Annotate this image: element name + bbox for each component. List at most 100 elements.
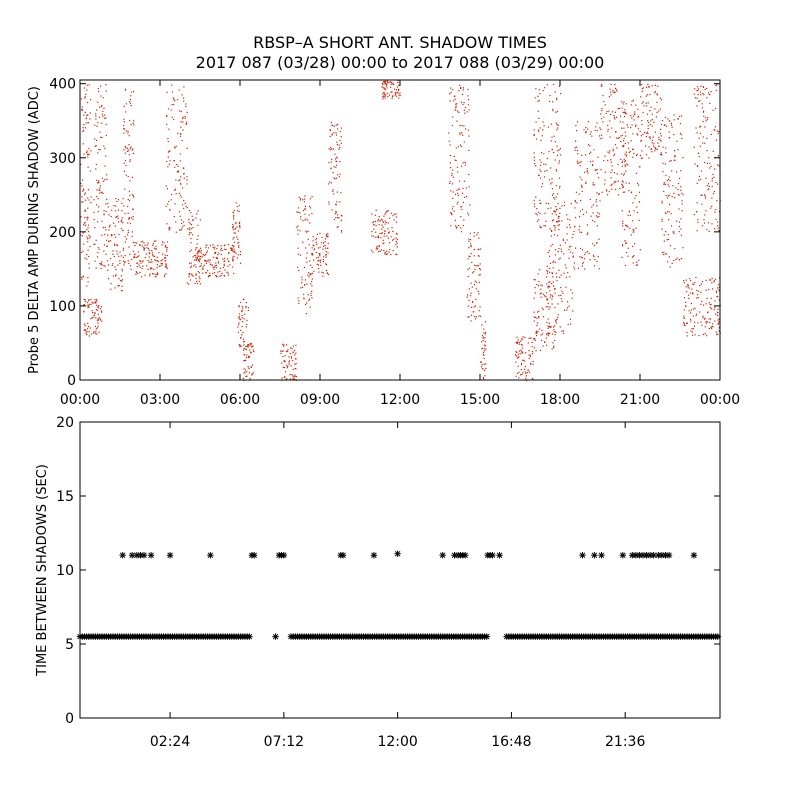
- top-data-point: [186, 111, 188, 113]
- top-data-point: [595, 201, 597, 203]
- top-data-point: [668, 176, 670, 178]
- top-data-point: [530, 337, 532, 339]
- top-data-point: [296, 226, 298, 228]
- top-data-point: [163, 274, 166, 276]
- top-data-point: [232, 246, 235, 248]
- top-data-point: [128, 262, 130, 265]
- top-data-point: [462, 162, 464, 164]
- top-data-point: [341, 215, 343, 217]
- top-data-point: [562, 332, 565, 334]
- top-data-point: [231, 266, 234, 268]
- top-data-point: [624, 111, 626, 113]
- top-data-point: [132, 195, 134, 197]
- top-data-point: [228, 260, 230, 262]
- top-data-point: [521, 339, 523, 341]
- top-data-point: [106, 178, 108, 180]
- top-data-point: [183, 97, 185, 99]
- top-data-point: [556, 98, 558, 101]
- top-data-point: [396, 246, 398, 248]
- top-data-point: [583, 129, 585, 131]
- top-data-point: [86, 150, 88, 152]
- top-data-point: [632, 148, 634, 150]
- top-data-point: [548, 250, 550, 252]
- top-data-point: [118, 278, 120, 280]
- top-data-point: [580, 247, 582, 250]
- top-data-point: [398, 88, 400, 90]
- top-data-point: [692, 293, 694, 295]
- top-data-point: [173, 104, 175, 106]
- top-data-point: [181, 187, 184, 189]
- top-data-point: [311, 285, 313, 287]
- top-data-point: [694, 321, 696, 324]
- top-data-point: [456, 203, 458, 205]
- top-data-point: [711, 185, 713, 188]
- top-data-point: [555, 170, 558, 172]
- top-data-point: [97, 256, 99, 258]
- top-data-point: [650, 120, 652, 122]
- top-data-point: [292, 360, 294, 362]
- top-data-point: [165, 245, 167, 247]
- top-data-point: [624, 191, 626, 193]
- top-data-point: [90, 202, 92, 204]
- top-data-point: [95, 330, 97, 332]
- top-data-point: [467, 275, 469, 278]
- top-data-point: [303, 266, 306, 269]
- top-data-point: [306, 302, 308, 304]
- top-data-point: [694, 97, 696, 99]
- top-data-point: [133, 196, 135, 198]
- top-data-point: [473, 284, 476, 286]
- top-data-point: [477, 265, 479, 267]
- top-data-point: [160, 262, 162, 264]
- top-data-point: [132, 122, 134, 124]
- top-data-point: [534, 162, 536, 165]
- top-data-point: [87, 277, 89, 279]
- top-data-point: [454, 193, 457, 196]
- top-data-point: [533, 297, 535, 299]
- top-data-point: [151, 267, 153, 269]
- top-data-point: [617, 108, 619, 110]
- top-data-point: [484, 369, 486, 371]
- top-data-point: [377, 235, 379, 237]
- top-data-point: [621, 183, 623, 185]
- top-data-point: [123, 118, 125, 120]
- top-data-point: [239, 227, 241, 229]
- top-data-point: [659, 153, 662, 155]
- top-data-point: [305, 257, 307, 259]
- top-data-point: [535, 196, 537, 198]
- top-data-point: [242, 332, 244, 334]
- top-data-point: [171, 116, 173, 118]
- top-data-point: [310, 294, 312, 296]
- top-data-point: [392, 83, 394, 85]
- top-data-point: [646, 131, 648, 133]
- top-data-point: [649, 123, 651, 126]
- top-data-point: [455, 106, 457, 109]
- top-data-point: [554, 198, 556, 200]
- top-data-point: [375, 231, 377, 233]
- top-data-point: [384, 213, 386, 215]
- top-data-point: [632, 99, 634, 101]
- top-data-point: [696, 105, 698, 107]
- top-data-point: [539, 177, 542, 179]
- top-data-point: [168, 200, 170, 203]
- top-data-point: [680, 228, 682, 230]
- top-data-point: [667, 183, 669, 185]
- top-data-point: [668, 211, 670, 213]
- top-data-point: [227, 265, 229, 267]
- top-data-point: [247, 307, 249, 309]
- top-data-point: [107, 269, 109, 271]
- top-data-point: [328, 201, 330, 203]
- top-data-point: [152, 244, 154, 246]
- top-data-point: [661, 119, 664, 122]
- top-data-point: [87, 166, 89, 168]
- top-data-point: [705, 120, 707, 122]
- top-data-point: [159, 265, 161, 267]
- top-data-point: [524, 336, 526, 338]
- top-data-point: [246, 371, 248, 373]
- top-data-point: [215, 267, 217, 269]
- top-data-point: [84, 111, 86, 113]
- top-data-point: [115, 205, 117, 207]
- top-data-point: [703, 94, 705, 96]
- top-data-point: [232, 225, 234, 228]
- top-data-point: [564, 242, 567, 244]
- top-data-point: [84, 97, 86, 99]
